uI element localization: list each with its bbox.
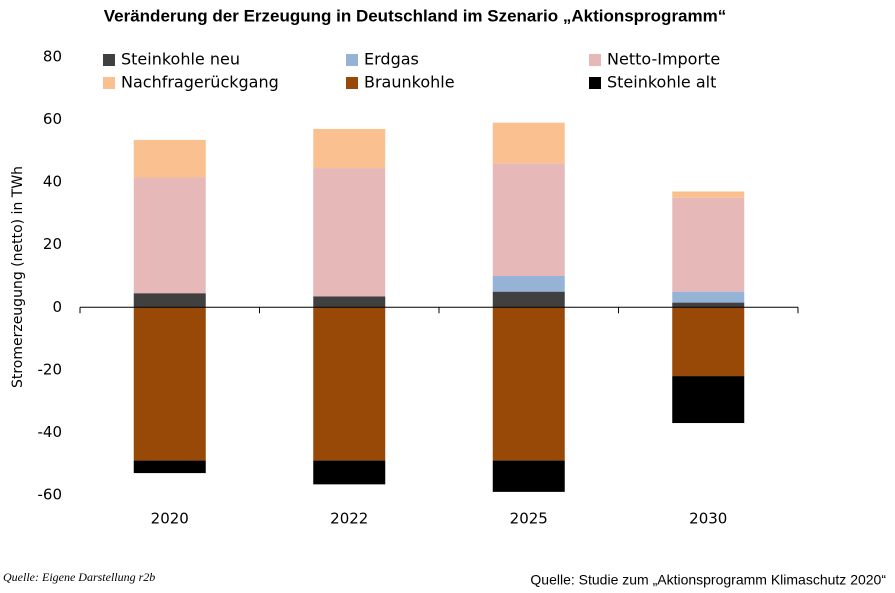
x-tick-label: 2025	[510, 510, 548, 528]
legend-label: Braunkohle	[364, 73, 455, 92]
source: Quelle: Eigene Darstellung r2b	[3, 570, 155, 584]
bar-segment	[492, 163, 565, 276]
bar-segment	[313, 296, 386, 308]
bar-segment	[313, 128, 386, 169]
bar-segment	[672, 191, 745, 198]
y-tick-label: 80	[43, 48, 62, 66]
x-tick-label: 2030	[689, 510, 727, 528]
y-tick-label: 60	[43, 110, 62, 128]
y-tick-label: 40	[43, 173, 62, 191]
bar-segment	[492, 122, 565, 164]
y-tick-label: -60	[38, 486, 63, 504]
legend-swatch	[589, 54, 601, 66]
bar-segment	[133, 139, 206, 178]
y-tick-label: -20	[38, 360, 63, 378]
bar-segment	[672, 291, 745, 303]
y-axis-label: Stromerzeugung (netto) in TWh	[10, 166, 26, 388]
legend-label: Steinkohle alt	[607, 73, 716, 92]
chart-title: Veränderung der Erzeugung in Deutschland…	[104, 6, 727, 25]
y-tick-label: -40	[38, 423, 63, 441]
bar-segment	[133, 460, 206, 474]
bar-segment	[672, 302, 745, 308]
y-tick-label: 20	[43, 235, 62, 253]
bar-segment	[313, 460, 386, 485]
legend-swatch	[346, 77, 358, 89]
x-tick-label: 2020	[151, 510, 189, 528]
bar-segment	[133, 307, 206, 461]
legend-label: Erdgas	[364, 50, 419, 69]
bar-segment	[133, 177, 206, 294]
bar-segment	[133, 293, 206, 308]
legend-label: Nachfragerückgang	[121, 73, 279, 92]
legend-label: Netto-Importe	[607, 50, 720, 69]
x-tick-label: 2022	[330, 510, 368, 528]
bar-segment	[492, 460, 565, 492]
legend-swatch	[103, 77, 115, 89]
legend-swatch	[589, 77, 601, 89]
bar-segment	[492, 276, 565, 292]
legend-label: Steinkohle neu	[121, 50, 240, 69]
bar-segment	[313, 307, 386, 461]
legend-swatch	[103, 54, 115, 66]
bar-segment	[313, 168, 386, 297]
bar-segment	[672, 376, 745, 424]
legend-swatch	[346, 54, 358, 66]
bar-segment	[672, 307, 745, 377]
note: Quelle: Studie zum „Aktionsprogramm Klim…	[530, 572, 886, 588]
bar-segment	[672, 197, 745, 292]
y-tick-label: 0	[52, 298, 62, 316]
bar-segment	[492, 307, 565, 461]
bar-segment	[492, 291, 565, 308]
